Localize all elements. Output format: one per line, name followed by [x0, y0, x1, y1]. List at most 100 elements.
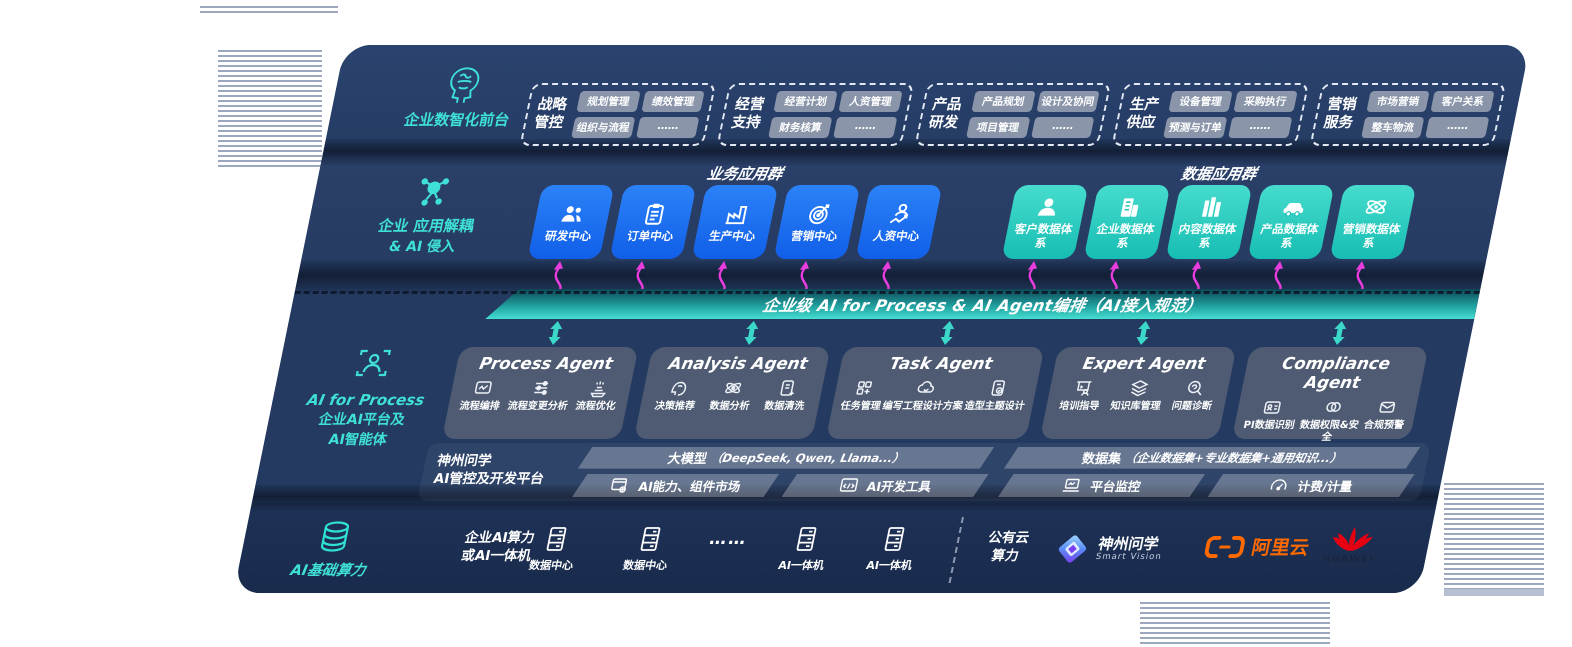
double-arrow-icon — [744, 321, 759, 345]
chip: 项目管理 — [965, 117, 1030, 138]
infra-divider — [948, 517, 964, 583]
front-group-operation: 经营支持 经营计划 人资管理 财务核算 …… — [716, 83, 915, 146]
flow-arrow-icon — [1273, 261, 1284, 293]
enterprise-icon — [1120, 198, 1139, 218]
alibaba-cloud-logo: 阿里云 — [1202, 533, 1312, 560]
agent-item: 编写工程设计方案 — [881, 378, 968, 413]
dataset-bar-detail: （企业数据集+专业数据集+通用知识...） — [1123, 450, 1344, 465]
team-icon — [561, 206, 581, 222]
business-apps-heading: 业务应用群 — [705, 165, 785, 183]
apps-layer-title-2: & AI 侵入 — [387, 239, 457, 255]
flow-arrow-icon — [881, 261, 892, 293]
double-arrow-icon — [1332, 321, 1347, 345]
flow-arrow-icon — [553, 261, 564, 293]
agent-item: 任务管理 — [839, 378, 886, 413]
app-box-label: 订单中心 — [625, 228, 675, 243]
double-arrow-icon — [548, 321, 563, 345]
agent-item: 数据清洗 — [763, 378, 810, 413]
chip: …… — [635, 117, 700, 138]
stripe-decoration — [1140, 602, 1330, 644]
monitor-icon — [1061, 476, 1084, 495]
data-permission-icon — [1325, 402, 1341, 412]
agent-title: Expert Agent — [1081, 354, 1208, 373]
agent-item: 造型主题设计 — [963, 378, 1030, 413]
app-box-rd: 研发中心 — [521, 185, 615, 293]
atom-icon — [1365, 200, 1387, 215]
chip: 设备管理 — [1168, 91, 1233, 112]
ai-layer-title-2: 企业AI平台及 — [317, 412, 407, 428]
ai-layer-title-1: AI for Process — [305, 391, 427, 409]
stripe-decoration — [200, 6, 338, 16]
flow-change-analysis-icon — [534, 381, 549, 395]
server-icon — [796, 527, 817, 551]
group-title: 战略管控 — [532, 97, 569, 131]
app-box-label: 生产中心 — [707, 228, 757, 243]
agent-item: 问题诊断 — [1171, 378, 1218, 413]
chip: …… — [1425, 117, 1490, 138]
chip: 规划管理 — [576, 91, 641, 112]
agent-item: 合规预警 — [1363, 397, 1410, 432]
agent-item: 培训指导 — [1058, 378, 1105, 413]
chip: …… — [1030, 117, 1095, 138]
front-group-marketing: 营销服务 市场营销 客户关系 整车物流 …… — [1309, 83, 1507, 146]
agent-item: PI数据识别 — [1242, 397, 1300, 432]
platform-dataset-group: 数据集 （企业数据集+专业数据集+通用知识...） 平台监控 计费/计量 — [998, 447, 1420, 497]
group-title: 营销服务 — [1322, 97, 1359, 131]
app-box-production: 生产中心 — [685, 185, 779, 293]
content-icon — [1201, 197, 1222, 218]
hr-icon — [889, 203, 909, 224]
dataset-bar: 数据集 （企业数据集+专业数据集+通用知识...） — [1004, 447, 1420, 469]
vendor-name: HUAWEI — [1321, 554, 1376, 565]
chip: 采购执行 — [1233, 91, 1298, 112]
data-box-customer: 客户数据体系 — [995, 185, 1089, 293]
agent-title: Task Agent — [888, 354, 995, 373]
chip: 绩效管理 — [641, 91, 706, 112]
expert-agent-card: Expert Agent 培训指导 知识库管理 问题诊断 — [1039, 347, 1237, 439]
order-icon — [645, 203, 664, 225]
infra-power-title: AI基础算力 — [289, 563, 367, 579]
styling-design-icon — [991, 380, 1006, 396]
group-title: 经营支持 — [730, 97, 766, 131]
person-brackets-icon — [355, 349, 392, 377]
compliance-agent-card: Compliance Agent PI数据识别 数据权限&安全 合规预警 — [1231, 347, 1429, 443]
stripe-decoration — [1444, 483, 1544, 589]
agent-item: 数据分析 — [708, 378, 755, 413]
ai-layer-title-3: AI智能体 — [326, 432, 389, 448]
agent-item: 流程变更分析 — [506, 378, 573, 413]
alibaba-cloud-logo-icon — [1204, 535, 1246, 558]
platform-model-group: 大模型 （DeepSeek, Qwen, Llama...） AI能力、组件市场… — [572, 447, 994, 497]
diagnosis-icon — [1188, 380, 1202, 396]
car-icon — [1283, 203, 1304, 217]
agent-item: 决策推荐 — [654, 378, 701, 413]
flow-arrow-icon — [1191, 261, 1202, 293]
data-app-boxes: 客户数据体系 企业数据体系 — [995, 185, 1417, 293]
data-apps-heading: 数据应用群 — [1179, 165, 1259, 183]
chip: 整车物流 — [1360, 117, 1425, 138]
data-box-marketing: 营销数据体系 — [1323, 185, 1417, 293]
front-layer: 企业数智化前台 战略管控 规划管理 绩效管理 组织与流程 …… 经营支持 经营计… — [322, 53, 1528, 157]
dev-tools-icon — [837, 476, 860, 495]
front-layer-label: 企业数智化前台 — [370, 65, 553, 130]
data-cleaning-icon — [780, 380, 795, 397]
infra-node-datacenter: 数据中心 — [510, 525, 600, 573]
server-icon — [640, 527, 661, 551]
double-arrow-icon — [1136, 321, 1151, 345]
huawei-logo-icon — [1332, 527, 1373, 551]
flow-optimization-icon — [590, 381, 607, 398]
smart-vision-logo: 神州问学 Smart Vision — [1051, 531, 1167, 567]
agent-item: 数据权限&安全 — [1295, 397, 1366, 443]
flow-arrow-icon — [799, 261, 810, 293]
data-analysis-icon — [725, 382, 742, 394]
brain-icon — [450, 67, 480, 103]
molecule-icon — [421, 178, 450, 206]
agent-cards: Process Agent 流程编排 流程变更分析 流程优化 — [441, 347, 1429, 443]
knowledge-base-icon — [1130, 380, 1149, 397]
decision-icon — [671, 381, 687, 396]
platform-cell-capability: AI能力、组件市场 — [572, 474, 779, 497]
model-bar-detail: （DeepSeek, Qwen, Llama...） — [709, 450, 906, 465]
metering-icon — [1268, 476, 1291, 495]
flow-arrow-icon — [635, 261, 646, 293]
training-icon — [1076, 381, 1092, 396]
app-box-label: 研发中心 — [543, 228, 593, 243]
